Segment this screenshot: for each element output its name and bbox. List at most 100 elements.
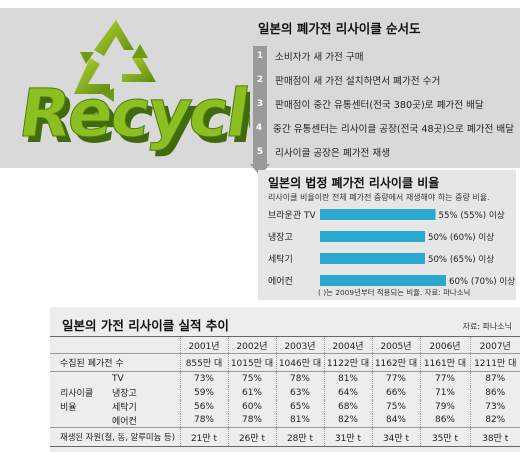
table-cell: 34만 t [371,427,420,447]
table-row: 재생된 자원(철, 동, 알루미늄 등) 21만 t 26만 t 28만 t 31만 t… [50,427,520,447]
table-row: 비율 세탁기 56% 60% 65% 68% 75% 79% 73% [50,399,520,414]
table-cell: 35만 t [419,427,470,447]
table-cell: 81% [323,371,372,386]
step-text: 판매점이 새 가전 설치하면서 폐가전 수거 [275,76,441,87]
process-panel: 일본의 폐가전 리사이클 순서도 1 소비자가 새 가전 구매 2 판매점이 새… [250,18,514,176]
year-header: 2004년 [323,336,372,354]
process-steps: 1 소비자가 새 가전 구매 2 판매점이 새 가전 설치하면서 폐가전 수거 … [250,44,514,176]
recycle-wordmark: Recycle Recycle [14,74,250,158]
year-header: 2005년 [371,336,420,354]
table-cell: 1046만 대 [275,353,324,372]
table-cell: 84% [371,413,420,428]
step-number: 4 [255,123,263,133]
step-number: 1 [256,51,264,61]
year-header: 2002년 [227,336,276,354]
table-cell: 65% [275,399,324,414]
appliance-label: TV [112,373,124,384]
table-cell: 71% [419,385,470,400]
table-row: 리사이클 냉장고 59% 61% 63% 64% 66% 71% 86% [50,385,520,400]
performance-section: 일본의 가전 리사이클 실적 추이 자료: 파나소닉 2001년 2002년 200… [0,305,520,452]
table-cell: 73% [469,399,520,414]
performance-title: 일본의 가전 리사이클 실적 추이 [62,318,229,333]
step-rail [253,46,267,164]
bar-category-label: 브라운관 TV [268,210,316,221]
bar-value-label: 50% (60%) 이상 [428,232,494,243]
table-cell: 82% [469,413,520,428]
recycle-text: Recycle [14,74,250,152]
table-cell: 855만 대 [179,353,228,372]
table-cell: 28만 t [275,427,324,447]
recycle-icon [74,20,156,102]
appliance-label: 에어컨 [112,416,137,427]
table-cell: 61% [227,385,276,400]
row-label: TV [50,372,180,386]
bar-category-label: 냉장고 [268,232,293,243]
table-cell: 77% [371,371,420,386]
performance-table: 2001년 2002년 2003년 2004년 2005년 2006년 2007년 수집된 폐… [50,336,520,447]
year-header: 2003년 [275,336,324,354]
year-header: 2007년 [469,336,520,354]
table-cell: 1161만 대 [419,353,470,372]
step-number: 3 [256,99,264,109]
table-cell: 1122만 대 [323,353,372,372]
table-cell: 78% [179,413,228,428]
step-text: 중간 유통센터는 리사이클 공장(전국 48곳)으로 폐가전 배달 [273,124,514,135]
table-cell: 87% [469,371,520,386]
rate-title: 일본의 법정 폐가전 리사이클 비율 [268,176,440,190]
row-label: 에어컨 [50,413,180,428]
table-cell: 68% [323,399,372,414]
rate-bar [320,231,425,242]
row-label: 리사이클 냉장고 [50,386,180,400]
table-cell: 63% [275,385,324,400]
table-cell: 75% [227,371,276,386]
year-header: 2001년 [179,336,228,354]
group-label: 비율 [60,403,77,413]
table-cell: 77% [419,371,470,386]
process-step: 5 리사이클 공장은 폐가전 재생 [252,140,514,164]
table-cell: 82% [323,413,372,428]
table-row: 수집된 폐가전 수 855만 대 1015만 대 1046만 대 1122만 대 1162… [50,353,520,372]
table-cell: 78% [227,413,276,428]
performance-source: 자료: 파나소닉 [462,322,512,331]
bar-category-label: 에어컨 [268,276,293,287]
table-cell: 1211만 대 [469,353,520,372]
step-text: 판매점이 중간 유통센터(전국 380곳)로 폐가전 배달 [275,100,484,111]
table-cell: 1015만 대 [227,353,276,372]
rate-bar [320,275,446,286]
appliance-label: 냉장고 [112,389,137,399]
table-cell: 75% [371,399,420,414]
table-row: 에어컨 78% 78% 81% 82% 84% 86% 82% [50,413,520,428]
table-cell: 60% [227,399,276,414]
step-number: 5 [256,147,264,157]
table-row: TV 73% 75% 78% 81% 77% 77% 87% [50,371,520,386]
year-header: 2006년 [419,336,470,354]
process-step: 4 중간 유통센터는 리사이클 공장(전국 48곳)으로 폐가전 배달 [252,116,514,140]
rate-panel: 일본의 법정 폐가전 리사이클 비율 리사이클 비율이란 전체 폐가전 중량에서… [258,170,516,300]
bar-value-label: 55% (55%) 이상 [439,210,505,221]
process-step: 1 소비자가 새 가전 구매 [252,44,514,68]
step-text: 소비자가 새 가전 구매 [275,52,364,63]
rate-subtitle: 리사이클 비율이란 전체 폐가전 중량에서 재생해야 하는 중량 비율. [268,193,490,202]
header-corner [50,336,180,354]
bar-category-label: 세탁기 [268,253,293,265]
row-label: 재생된 자원(철, 동, 알루미늄 등) [50,427,180,447]
process-title: 일본의 폐가전 리사이클 순서도 [258,21,421,36]
table-cell: 26만 t [227,427,276,447]
process-step: 3 판매점이 중간 유통센터(전국 380곳)로 폐가전 배달 [252,92,514,116]
table-cell: 59% [179,385,228,400]
table-cell: 81% [275,413,324,428]
svg-text:Recycle: Recycle [20,80,250,158]
table-cell: 1162만 대 [371,353,420,372]
rate-bar [320,209,436,220]
table-cell: 31만 t [323,427,372,447]
table-cell: 73% [179,371,228,386]
step-text: 리사이클 공장은 폐가전 재생 [275,148,391,159]
rate-bar [320,253,425,264]
table-cell: 38만 t [469,427,520,447]
table-cell: 79% [419,399,470,414]
table-cell: 64% [323,385,372,400]
bar-value-label: 50% (65%) 이상 [428,254,494,265]
table-cell: 21만 t [179,427,228,447]
bar-value-label: 60% (70%) 이상 [449,276,515,287]
